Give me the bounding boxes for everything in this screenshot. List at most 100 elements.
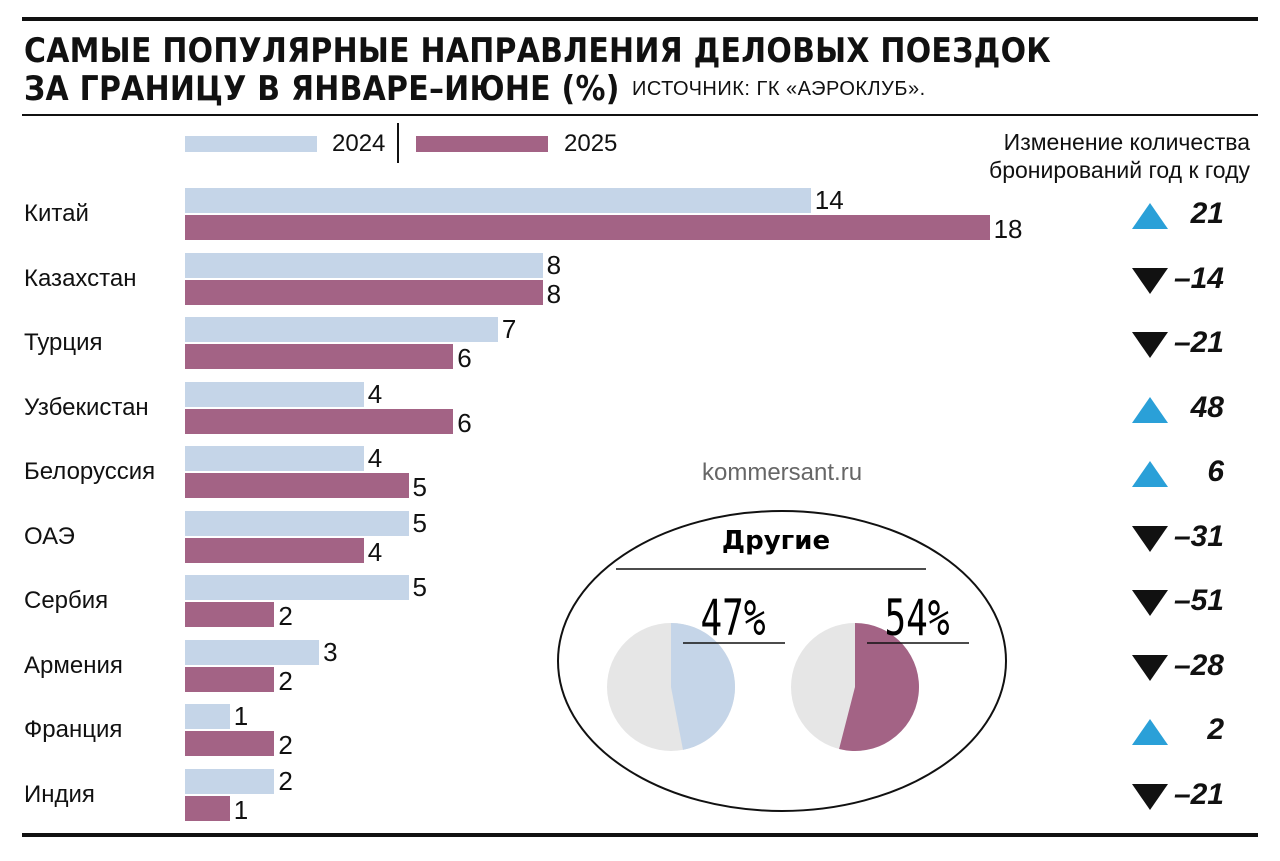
bar-value-label: 6: [457, 343, 472, 373]
bar-value-label: 8: [546, 249, 562, 280]
bar-2025: [185, 602, 275, 627]
row-label: Сербия: [24, 587, 109, 614]
change-indicator: 6: [1128, 453, 1228, 493]
bar-value-label: 18: [993, 214, 1023, 244]
change-value: 2: [1207, 713, 1224, 746]
triangle-up-icon: [1132, 461, 1168, 487]
triangle-up-icon: [1132, 719, 1168, 745]
change-header-line1: Изменение количества: [1003, 129, 1250, 155]
change-indicator: 21: [1128, 195, 1228, 235]
pie-slice-2024: [671, 623, 736, 750]
bar-2025: [185, 215, 990, 240]
pie-slice-2025: [839, 623, 919, 751]
watermark: kommersant.ru: [702, 459, 863, 486]
bar-value-label: 6: [457, 407, 472, 438]
row-label: Китай: [24, 200, 89, 227]
bar-value-label: 2: [278, 601, 293, 631]
bar-value-label: 4: [367, 378, 383, 409]
row-label: Белоруссия: [24, 458, 156, 485]
header-rule: [22, 114, 1258, 116]
change-indicator: –14: [1128, 260, 1228, 300]
change-value: 6: [1207, 455, 1224, 488]
chart-title-line1: САМЫЕ ПОПУЛЯРНЫЕ НАПРАВЛЕНИЯ ДЕЛОВЫХ ПОЕ…: [24, 31, 1051, 71]
change-value: –21: [1173, 326, 1224, 359]
change-indicator: –21: [1128, 776, 1228, 816]
bar-2025: [185, 408, 454, 434]
bar-value-label: 3: [323, 636, 338, 667]
change-indicator: 48: [1128, 389, 1228, 429]
bar-value-label: 2: [278, 730, 293, 760]
bar-2025: [185, 279, 543, 305]
change-value: –51: [1173, 584, 1224, 617]
bar-2024: [185, 575, 409, 600]
bar-2025: [185, 344, 454, 369]
row-label: Турция: [24, 329, 103, 356]
row-label: Узбекистан: [24, 393, 149, 421]
bar-2024: [185, 510, 409, 536]
row-label: Франция: [24, 716, 123, 743]
row-label: Казахстан: [24, 264, 137, 292]
triangle-down-icon: [1132, 590, 1168, 616]
others-label: Другие: [722, 526, 830, 556]
triangle-down-icon: [1132, 267, 1168, 294]
change-indicator: –31: [1128, 518, 1228, 558]
bar-value-label: 1: [233, 701, 249, 731]
bar-2024: [185, 317, 498, 342]
triangle-down-icon: [1132, 525, 1168, 552]
legend-label-2025: 2025: [564, 130, 618, 157]
change-value: –14: [1173, 261, 1224, 295]
change-value: 48: [1190, 390, 1224, 424]
bar-2024: [185, 381, 364, 407]
row-label: Армения: [24, 651, 123, 679]
change-header: Изменение количества бронирований год к …: [950, 128, 1250, 184]
bar-value-label: 4: [367, 536, 383, 567]
bar-value-label: 5: [412, 472, 427, 502]
bar-value-label: 14: [814, 185, 844, 215]
change-indicator: –51: [1128, 582, 1228, 622]
bottom-rule: [22, 833, 1258, 837]
bar-2025: [185, 666, 275, 692]
bar-2024: [185, 446, 364, 471]
change-indicator: 2: [1128, 711, 1228, 751]
bar-value-label: 8: [546, 278, 562, 309]
triangle-down-icon: [1132, 332, 1168, 358]
bar-2024: [185, 768, 275, 794]
pie-percent-2024: 47%: [701, 590, 766, 647]
row-label: ОАЭ: [24, 522, 75, 550]
row-label: Индия: [24, 780, 95, 808]
bar-2025: [185, 795, 230, 821]
triangle-down-icon: [1132, 654, 1168, 681]
others-ellipse: [557, 510, 1007, 812]
bar-value-label: 2: [278, 665, 293, 696]
triangle-up-icon: [1132, 203, 1168, 229]
bar-2024: [185, 704, 230, 729]
change-indicator: –28: [1128, 647, 1228, 687]
bar-value-label: 1: [233, 794, 249, 825]
chart-title-line2: ЗА ГРАНИЦУ В ЯНВАРЕ–ИЮНЕ (%): [24, 69, 620, 109]
legend-swatch-2024: [185, 136, 317, 152]
bar-value-label: 5: [412, 572, 427, 602]
bar-value-label: 4: [367, 443, 383, 473]
bar-value-label: 5: [412, 507, 427, 538]
change-value: –31: [1173, 519, 1224, 553]
triangle-up-icon: [1132, 396, 1168, 423]
bar-2025: [185, 473, 409, 498]
bar-value-label: 7: [501, 314, 517, 344]
others-panel: Другие 47% 54%: [557, 510, 1007, 812]
chart-source: ИСТОЧНИК: ГК «АЭРОКЛУБ».: [632, 78, 926, 100]
bar-2024: [185, 252, 543, 278]
change-indicator: –21: [1128, 324, 1228, 364]
legend-swatch-2025: [416, 136, 548, 152]
top-rule: [22, 17, 1258, 21]
change-header-line2: бронирований год к году: [989, 157, 1250, 183]
change-value: –21: [1173, 777, 1224, 811]
change-value: 21: [1190, 197, 1224, 230]
bar-value-label: 2: [278, 765, 293, 796]
legend-label-2024: 2024: [332, 130, 386, 157]
bar-2025: [185, 731, 275, 756]
pie-percent-2025: 54%: [885, 590, 950, 647]
bar-2025: [185, 537, 364, 563]
triangle-down-icon: [1132, 783, 1168, 810]
bar-2024: [185, 188, 811, 213]
legend-divider: [397, 123, 399, 163]
